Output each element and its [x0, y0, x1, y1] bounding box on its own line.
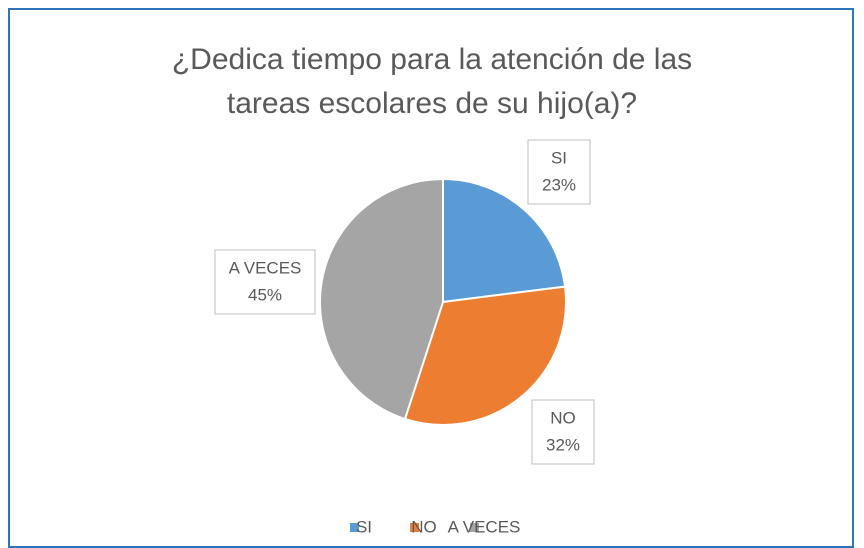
- legend-label: SI: [356, 517, 372, 534]
- chart-title: ¿Dedica tiempo para la atención de las t…: [171, 43, 693, 120]
- data-label-category: SI: [551, 148, 567, 167]
- legend-label: NO: [411, 517, 437, 534]
- pie-slice: [403, 285, 567, 426]
- data-label-value: 32%: [546, 435, 580, 454]
- data-label-box: [527, 139, 591, 205]
- legend-swatch: [350, 523, 359, 532]
- legend-swatch: [410, 523, 419, 532]
- pie-slice: [319, 177, 444, 421]
- data-label-value: 45%: [248, 285, 282, 304]
- chart: SI 23% NO 32% A VECES 45% SI NO A VECES: [214, 139, 595, 534]
- legend-label: A VECES: [448, 517, 521, 534]
- data-label-box: [214, 249, 316, 315]
- data-label-category: A VECES: [229, 258, 302, 277]
- pie-slice: [442, 177, 567, 304]
- data-label-box: [531, 399, 595, 465]
- data-label-category: NO: [550, 408, 576, 427]
- page: ¿Dedica tiempo para la atención de las t…: [8, 8, 854, 548]
- data-label-value: 23%: [542, 175, 576, 194]
- legend-swatch: [470, 523, 479, 532]
